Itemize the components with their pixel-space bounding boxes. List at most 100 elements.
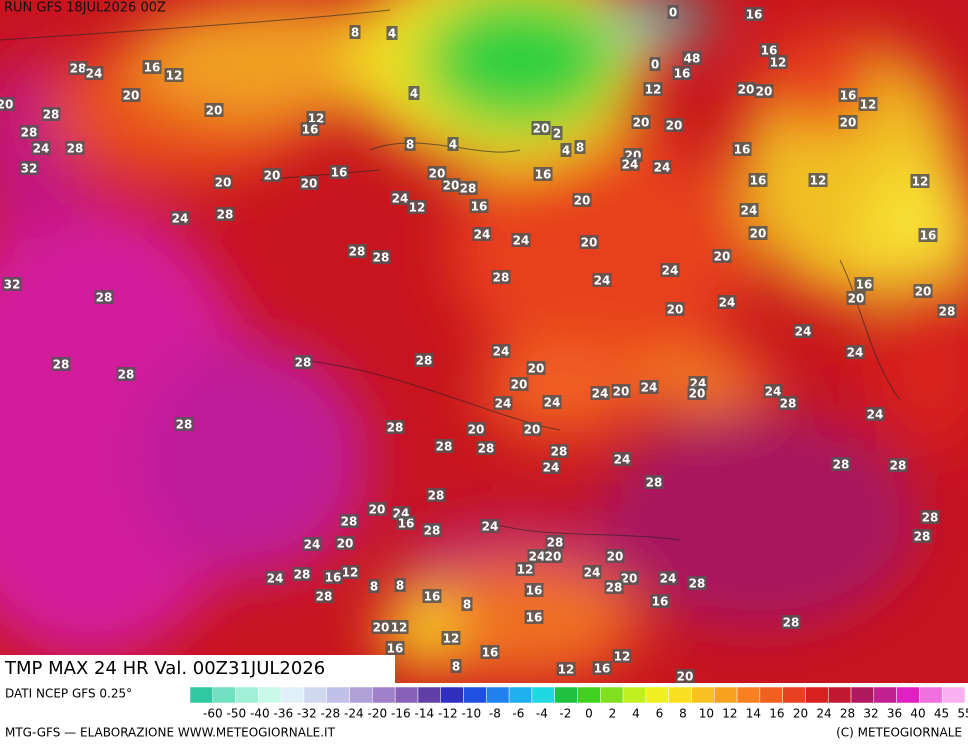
label-box — [396, 516, 416, 530]
temp-label: 12 — [517, 563, 534, 577]
label-box — [386, 26, 398, 40]
label-box — [68, 61, 88, 75]
temp-label: 20 — [613, 385, 630, 399]
temp-label: 20 — [666, 119, 683, 133]
temp-label: 20 — [607, 550, 624, 564]
label-box — [450, 659, 462, 673]
temp-label: 28 — [295, 356, 312, 370]
label-box — [65, 141, 85, 155]
label-box — [511, 233, 531, 247]
legend-swatch — [440, 686, 464, 704]
label-box — [215, 207, 235, 221]
legend-swatch — [873, 686, 897, 704]
label-box — [658, 571, 678, 585]
legend-swatch — [463, 686, 487, 704]
label-box — [466, 422, 486, 436]
temp-label: 24 — [662, 264, 679, 278]
label-box — [845, 345, 865, 359]
label-box — [414, 353, 434, 367]
label-box — [300, 122, 320, 136]
label-box — [531, 121, 551, 135]
temp-label: 20 — [714, 250, 731, 264]
label-box — [394, 578, 406, 592]
legend-swatch — [303, 686, 328, 704]
label-box — [918, 228, 938, 242]
label-box — [605, 549, 625, 563]
label-box — [426, 488, 446, 502]
temp-label: 16 — [302, 123, 319, 137]
label-box — [323, 570, 343, 584]
label-box — [643, 82, 663, 96]
legend-swatch — [759, 686, 783, 704]
label-box — [371, 620, 391, 634]
label-box — [458, 181, 478, 195]
legend-swatch — [645, 686, 669, 704]
label-box — [665, 302, 685, 316]
label-box — [574, 140, 586, 154]
temp-label: 16 — [535, 168, 552, 182]
label-box — [778, 396, 798, 410]
temp-label: 28 — [373, 251, 390, 265]
legend-tick-label: -12 — [438, 707, 458, 721]
label-box — [854, 277, 874, 291]
legend-tick-label: -14 — [415, 707, 435, 721]
legend-tick-label: -2 — [559, 707, 571, 721]
label-box — [340, 565, 360, 579]
label-box — [556, 662, 576, 676]
label-box — [204, 103, 224, 117]
label-box — [612, 452, 632, 466]
label-box — [142, 60, 162, 74]
temp-label: 28 — [646, 476, 663, 490]
label-box — [545, 535, 565, 549]
legend-tick-label: 4 — [632, 707, 640, 721]
label-box — [744, 7, 764, 21]
temp-label: 24 — [594, 274, 611, 288]
temp-label: 16 — [482, 646, 499, 660]
legend-tick-label: -20 — [368, 707, 388, 721]
legend-tick-label: 20 — [793, 707, 808, 721]
label-box — [121, 88, 141, 102]
temp-label: 24 — [867, 408, 884, 422]
temp-label: 20 — [0, 98, 13, 112]
label-box — [170, 211, 190, 225]
label-box — [515, 562, 535, 576]
label-box — [368, 579, 380, 593]
temp-label: 28 — [349, 245, 366, 259]
temp-label: 20 — [915, 285, 932, 299]
temp-label: 20 — [337, 537, 354, 551]
temp-label: 16 — [331, 166, 348, 180]
label-box — [910, 174, 930, 188]
label-box — [631, 115, 651, 129]
label-box — [19, 125, 39, 139]
temp-label: 20 — [528, 362, 545, 376]
temp-label: 16 — [750, 174, 767, 188]
label-box — [51, 357, 71, 371]
label-box — [441, 178, 461, 192]
label-box — [491, 344, 511, 358]
temp-label: 4 — [388, 27, 396, 41]
label-box — [422, 589, 442, 603]
temp-label: 12 — [860, 98, 877, 112]
label-box — [712, 249, 732, 263]
legend-tick-label: -32 — [297, 707, 317, 721]
label-box — [667, 5, 679, 19]
label-box — [116, 367, 136, 381]
legend-swatch — [896, 686, 920, 704]
label-box — [472, 227, 492, 241]
label-box — [347, 244, 367, 258]
temp-label: 28 — [118, 368, 135, 382]
label-box — [682, 51, 702, 65]
temp-label: 28 — [436, 440, 453, 454]
legend-tick-label: -4 — [536, 707, 548, 721]
temp-label: 0 — [651, 58, 659, 72]
temp-label: 24 — [847, 346, 864, 360]
temp-label: 20 — [750, 227, 767, 241]
temp-label: 16 — [424, 590, 441, 604]
legend-swatch — [600, 686, 624, 704]
label-box — [31, 141, 51, 155]
temp-label: 20 — [738, 83, 755, 97]
temp-label: 12 — [810, 174, 827, 188]
legend-tick-label: 36 — [887, 707, 902, 721]
label-box — [314, 589, 334, 603]
label-box — [524, 583, 544, 597]
